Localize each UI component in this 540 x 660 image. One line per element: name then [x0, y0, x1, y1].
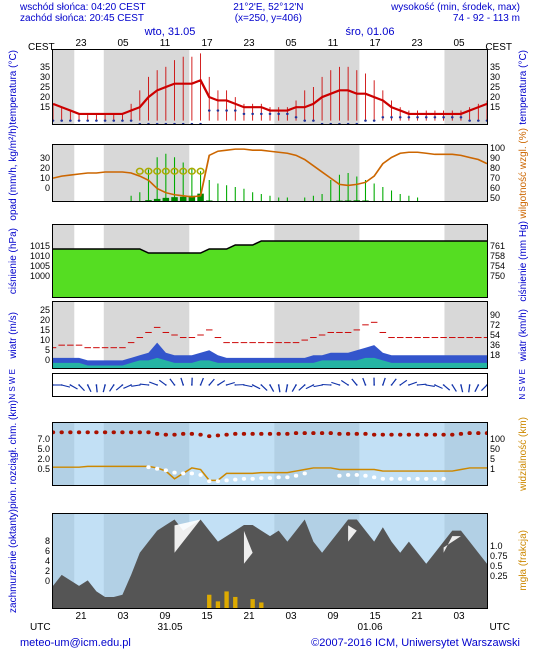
- panel-visibility: pion. rozciągł. chm. (km) 7.05.02.00.5 1…: [8, 400, 532, 509]
- date-2: śro, 01.06: [270, 26, 470, 38]
- copyright: ©2007-2016 ICM, Uniwersytet Warszawski: [311, 637, 520, 649]
- panel-wind-speed: wiatr (m/s) 2520151050 9072543618 wiatr …: [8, 301, 532, 369]
- altitude-label: wysokość (min, środek, max): [391, 2, 520, 13]
- panel-pressure: ciśnienie (hPa) 1015101010051000 7617587…: [8, 221, 532, 302]
- xy: (x=250, y=406): [233, 13, 303, 24]
- date-1: wto, 31.05: [70, 26, 270, 38]
- sunrise-label: wschód słońca:: [20, 2, 88, 13]
- sunrise-time: 04:20 CEST: [91, 2, 145, 13]
- sunset-label: zachód słońca:: [20, 13, 87, 24]
- panel-precipitation: opad (mm/h, kg/m²/h) 3020100 10090807060…: [8, 125, 532, 221]
- utc-left: UTC: [30, 622, 51, 633]
- coords: 21°2'E, 52°12'N: [233, 2, 303, 13]
- contact-email: meteo-um@icm.edu.pl: [20, 637, 131, 649]
- panel-temperature: temperatura (°C) 3530252015 3530252015 t…: [8, 49, 532, 125]
- altitude: 74 - 92 - 113 m: [391, 13, 520, 24]
- panel-cloud-cover: zachmurzenie (oktanty) 86420 1.00.750.50…: [8, 509, 532, 613]
- top-time-ticks: 23051117230511172305: [0, 38, 540, 49]
- panel-wind-dir: N S W E N S W E: [8, 369, 532, 400]
- sunset-time: 20:45 CEST: [90, 13, 144, 24]
- utc-right: UTC: [489, 622, 510, 633]
